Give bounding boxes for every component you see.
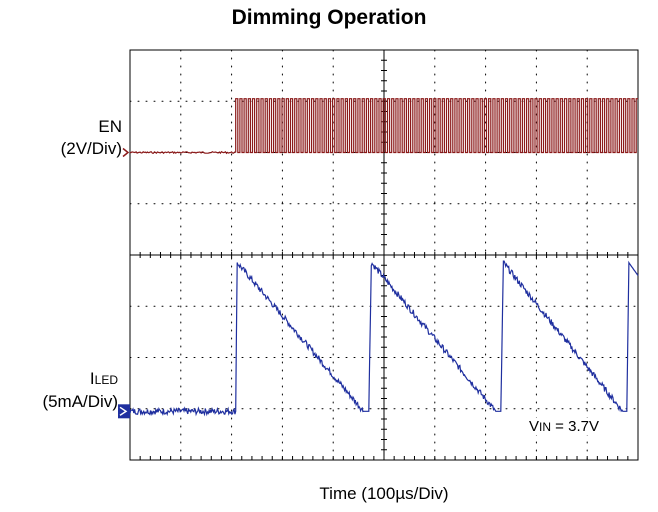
chart-title: Dimming Operation xyxy=(231,6,427,29)
iled-label-main: I xyxy=(89,369,95,388)
vin-annotation: VIN = 3.7V xyxy=(527,418,601,435)
iled-ground-marker xyxy=(118,404,130,419)
grid xyxy=(129,49,639,461)
en-channel-label: EN (2V/Div) xyxy=(0,116,122,160)
vin-v: V xyxy=(529,418,540,435)
x-axis-label: Time (100µs/Div) xyxy=(319,484,449,503)
en-label-main: EN xyxy=(98,117,122,136)
iled-label-sub: LED xyxy=(94,373,118,387)
en-trace xyxy=(129,98,638,155)
vin-sub: IN xyxy=(539,420,552,434)
vin-value: = 3.7V xyxy=(551,418,599,435)
iled-trace-group xyxy=(129,260,639,417)
iled-trace xyxy=(129,260,639,417)
en-trace-group xyxy=(129,98,638,155)
iled-ground-marker-arrow xyxy=(119,406,128,416)
en-ground-marker xyxy=(122,147,130,158)
en-label-scale: (2V/Div) xyxy=(60,139,122,158)
iled-label-scale: (5mA/Div) xyxy=(42,392,118,411)
iled-channel-label: ILED (5mA/Div) xyxy=(0,368,118,413)
markers xyxy=(118,147,130,419)
